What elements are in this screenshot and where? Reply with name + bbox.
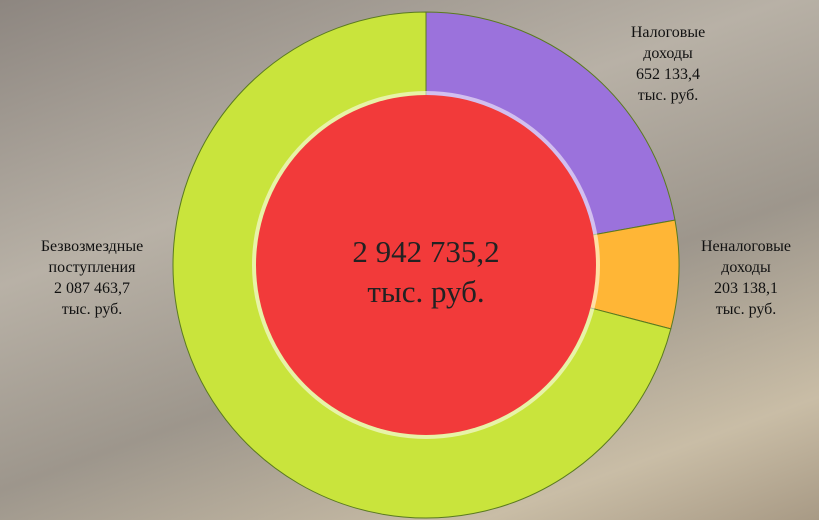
center-disk <box>256 95 596 435</box>
slice-label: Безвозмездные поступления 2 087 463,7 ты… <box>12 236 172 320</box>
donut <box>172 11 680 519</box>
slice-label: Неналоговые доходы 203 138,1 тыс. руб. <box>676 236 816 320</box>
value-label: 652 133,4 <box>636 66 700 83</box>
total-unit: тыс. руб. <box>367 274 485 309</box>
category: Неналоговые доходы <box>700 238 791 276</box>
slice-label: Налоговые доходы 652 133,4 тыс. руб. <box>610 22 726 106</box>
unit: тыс. руб. <box>715 301 777 318</box>
category: Безвозмездные поступления <box>40 238 144 276</box>
category: Налоговые доходы <box>630 24 706 62</box>
center-label: 2 942 735,2 тыс. руб. <box>306 232 546 312</box>
value-label: 203 138,1 <box>714 280 778 297</box>
total: 2 942 735,2 <box>352 234 500 269</box>
unit: тыс. руб. <box>637 87 699 104</box>
unit: тыс. руб. <box>61 301 123 318</box>
value-label: 2 087 463,7 <box>54 280 130 297</box>
